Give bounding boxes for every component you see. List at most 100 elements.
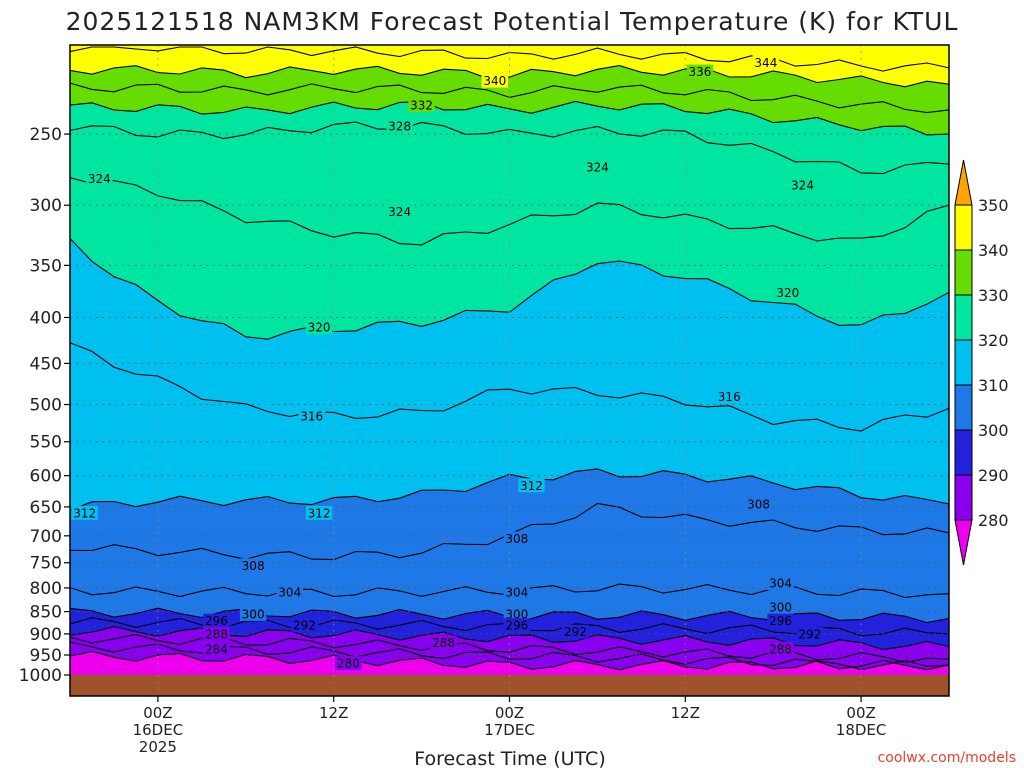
contour-label-19: 304 bbox=[278, 585, 301, 599]
colorbar-tick-340: 340 bbox=[978, 241, 1009, 260]
y-tick-label-1000: 1000 bbox=[19, 666, 62, 686]
contour-label-bg-9 bbox=[305, 320, 333, 335]
contour-label-34: 284 bbox=[205, 642, 228, 656]
contour-label-bg-30 bbox=[796, 626, 824, 641]
x-tick-label-2-0: 00Z bbox=[495, 704, 524, 722]
contour-label-24: 300 bbox=[769, 600, 792, 614]
colorbar-tick-310: 310 bbox=[978, 376, 1009, 395]
contour-line-280 bbox=[70, 650, 949, 671]
contour-label-6: 324 bbox=[388, 205, 411, 219]
colorbar-band-280 bbox=[954, 474, 973, 521]
contour-label-bg-32 bbox=[430, 635, 457, 650]
colorbar-tick-320: 320 bbox=[978, 331, 1009, 350]
contour-label-bg-31 bbox=[203, 626, 230, 641]
contour-label-bg-26 bbox=[503, 618, 531, 633]
credit-text: coolwx.com/models bbox=[878, 750, 1016, 766]
colorbar-band-340 bbox=[954, 204, 973, 251]
y-tick-label-850: 850 bbox=[30, 603, 62, 623]
colorbar-extend-top bbox=[954, 159, 973, 206]
contour-label-bg-13 bbox=[71, 505, 98, 520]
y-tick-label-350: 350 bbox=[30, 256, 62, 276]
y-tick-label-800: 800 bbox=[30, 579, 62, 599]
x-tick-label-0-2: 2025 bbox=[139, 738, 177, 756]
x-tick-label-3-0: 12Z bbox=[671, 704, 700, 722]
contour-label-23: 300 bbox=[505, 607, 528, 621]
contour-label-bg-2 bbox=[752, 55, 780, 70]
contour-label-bg-15 bbox=[518, 478, 545, 493]
contour-label-bg-22 bbox=[239, 606, 267, 621]
contour-label-31: 288 bbox=[205, 627, 228, 641]
contour-label-13: 312 bbox=[73, 506, 96, 520]
ground-layer bbox=[70, 675, 949, 696]
contour-label-35: 280 bbox=[337, 657, 360, 671]
fill-band-344 bbox=[70, 45, 949, 72]
contour-label-27: 296 bbox=[769, 614, 792, 628]
y-tick-label-400: 400 bbox=[30, 308, 62, 328]
contour-label-bg-20 bbox=[503, 584, 531, 599]
grid-lines bbox=[70, 45, 949, 696]
y-tick-label-550: 550 bbox=[30, 433, 62, 453]
y-tick-label-300: 300 bbox=[30, 196, 62, 216]
colorbar-band-330 bbox=[954, 249, 973, 296]
contour-label-bg-28 bbox=[291, 618, 318, 633]
contour-label-11: 316 bbox=[300, 410, 323, 424]
contour-label-12: 316 bbox=[718, 390, 741, 404]
contour-label-0: 340 bbox=[483, 74, 506, 88]
contour-label-bg-24 bbox=[767, 599, 794, 614]
contour-label-3: 332 bbox=[410, 98, 433, 112]
contour-label-7: 324 bbox=[586, 160, 609, 174]
contour-label-4: 328 bbox=[388, 120, 411, 134]
contour-label-bg-16 bbox=[239, 558, 267, 573]
x-tick-label-1-0: 12Z bbox=[319, 704, 348, 722]
ground-fill bbox=[70, 675, 949, 696]
contour-label-bg-11 bbox=[298, 409, 325, 424]
y-axis: 2503003504004505005506006507007508008509… bbox=[19, 125, 70, 686]
x-tick-label-4-0: 00Z bbox=[846, 704, 875, 722]
contour-label-9: 320 bbox=[308, 321, 331, 335]
contour-label-bg-14 bbox=[305, 505, 333, 520]
contour-label-20: 304 bbox=[505, 585, 528, 599]
contour-label-2: 344 bbox=[754, 56, 777, 70]
contour-label-bg-12 bbox=[716, 389, 743, 404]
contour-line-324 bbox=[70, 177, 949, 246]
contour-label-17: 308 bbox=[505, 532, 528, 546]
contour-label-bg-33 bbox=[767, 641, 794, 656]
colorbar-tick-280: 280 bbox=[978, 511, 1009, 530]
contour-label-15: 312 bbox=[520, 479, 543, 493]
contour-label-bg-21 bbox=[767, 576, 794, 591]
colorbar-tick-300: 300 bbox=[978, 421, 1009, 440]
colorbar-band-300 bbox=[954, 384, 973, 431]
contour-label-bg-0 bbox=[481, 73, 509, 88]
contour-label-bg-25 bbox=[203, 613, 230, 628]
contour-label-bg-19 bbox=[276, 584, 303, 599]
contour-label-30: 292 bbox=[798, 627, 821, 641]
y-tick-label-700: 700 bbox=[30, 527, 62, 547]
y-tick-label-450: 450 bbox=[30, 354, 62, 374]
contour-label-bg-1 bbox=[686, 64, 714, 79]
contour-label-16: 308 bbox=[242, 559, 265, 573]
y-tick-label-750: 750 bbox=[30, 554, 62, 574]
contour-label-29: 292 bbox=[564, 625, 587, 639]
x-tick-label-4-1: 18DEC bbox=[836, 721, 887, 739]
contour-label-22: 300 bbox=[242, 607, 265, 621]
contour-label-bg-4 bbox=[386, 119, 413, 134]
colorbar-tick-290: 290 bbox=[978, 466, 1009, 485]
y-tick-label-900: 900 bbox=[30, 625, 62, 645]
colorbar-tick-330: 330 bbox=[978, 286, 1009, 305]
y-tick-label-500: 500 bbox=[30, 396, 62, 416]
contour-label-1: 336 bbox=[688, 65, 711, 79]
contour-label-8: 324 bbox=[791, 179, 814, 193]
filled-contours bbox=[70, 45, 949, 696]
contour-label-10: 320 bbox=[776, 286, 799, 300]
y-tick-label-600: 600 bbox=[30, 467, 62, 487]
contour-labels: 340 336 344 332 328 324 324 324 324 320 320 316 316 3… bbox=[71, 55, 824, 671]
colorbar-extend-bottom bbox=[954, 519, 973, 566]
contour-line-316 bbox=[70, 342, 949, 432]
contour-label-bg-7 bbox=[584, 159, 611, 174]
contour-label-5: 324 bbox=[88, 172, 111, 186]
colorbar-band-320 bbox=[954, 294, 973, 341]
contour-label-bg-6 bbox=[386, 204, 413, 219]
contour-label-28: 292 bbox=[293, 619, 316, 633]
